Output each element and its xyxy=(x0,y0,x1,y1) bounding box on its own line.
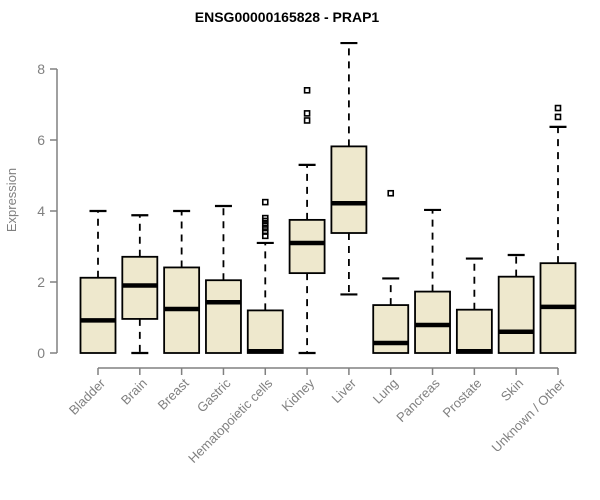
y-axis: 0 2 4 6 8 Expression xyxy=(4,61,58,361)
x-tick-label-breast: Breast xyxy=(155,375,192,412)
x-tick-label-brain: Brain xyxy=(118,376,150,408)
y-tick-label: 6 xyxy=(37,132,45,148)
outlier-point xyxy=(261,224,269,232)
box-skin xyxy=(497,253,535,354)
iqr-box xyxy=(288,218,326,275)
box-hematopoietic-cells xyxy=(246,198,284,354)
y-axis-title: Expression xyxy=(4,168,19,232)
box-brain xyxy=(121,214,159,355)
box-pancreas xyxy=(414,208,451,354)
x-tick-label-skin: Skin xyxy=(498,376,526,404)
iqr-box xyxy=(330,145,368,234)
x-tick-label-bladder: Bladder xyxy=(66,375,109,418)
box-unknown-other xyxy=(539,104,577,354)
iqr-box xyxy=(455,308,493,354)
iqr-box xyxy=(414,290,451,354)
outlier-point xyxy=(261,228,269,235)
outlier-point xyxy=(387,189,395,197)
y-tick-label: 0 xyxy=(37,345,45,361)
y-tick-label: 4 xyxy=(37,203,45,219)
box-kidney xyxy=(288,87,326,355)
box-gastric xyxy=(205,204,242,354)
box-breast xyxy=(163,209,201,354)
x-tick-label-gastric: Gastric xyxy=(194,375,234,415)
outlier-point xyxy=(261,198,269,206)
outlier-point xyxy=(261,221,269,228)
box-liver xyxy=(330,41,368,296)
x-tick-label-pancreas: Pancreas xyxy=(393,375,443,425)
iqr-box xyxy=(79,276,117,354)
outlier-point xyxy=(554,113,562,121)
x-tick-label-prostate: Prostate xyxy=(440,376,485,421)
box-prostate xyxy=(455,257,493,354)
x-tick-label-unknown-other: Unknown / Other xyxy=(489,375,569,455)
iqr-box xyxy=(497,275,535,354)
x-tick-label-liver: Liver xyxy=(328,375,359,406)
y-tick-label: 8 xyxy=(37,61,45,77)
outlier-point xyxy=(261,214,269,222)
box-lung xyxy=(372,189,410,354)
x-tick-label-kidney: Kidney xyxy=(278,375,317,414)
iqr-box xyxy=(121,255,159,320)
box-bladder xyxy=(79,209,117,354)
y-tick-label: 2 xyxy=(37,274,45,290)
outlier-point xyxy=(303,117,311,124)
chart-title: ENSG00000165828 - PRAP1 xyxy=(194,9,380,25)
x-tick-label-lung: Lung xyxy=(370,376,401,407)
iqr-box xyxy=(372,304,410,354)
outlier-point xyxy=(303,110,311,117)
iqr-box xyxy=(246,309,284,354)
outlier-point xyxy=(554,104,562,112)
outlier-point xyxy=(303,87,311,94)
iqr-box xyxy=(205,279,242,354)
